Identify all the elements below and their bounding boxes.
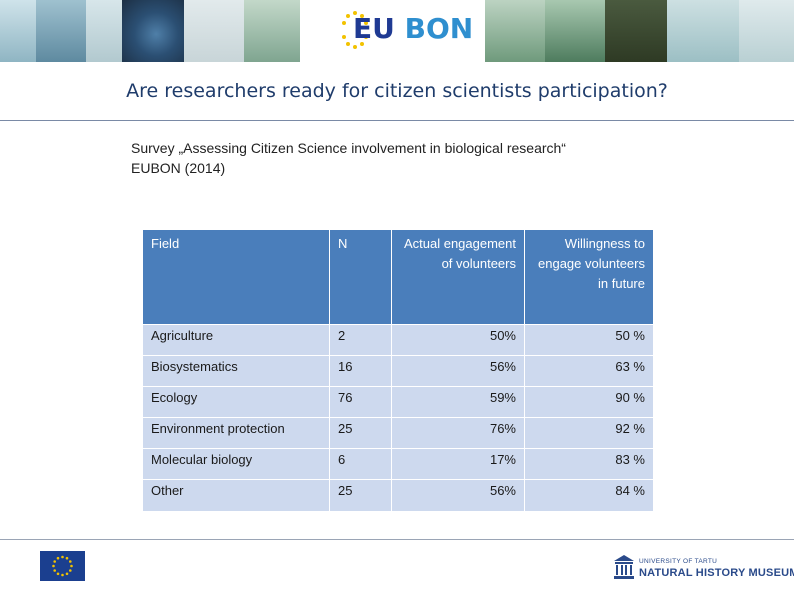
museum-name: NATURAL HISTORY MUSEUM [639,567,794,579]
cell-actual: 59% [391,386,525,418]
cell-field: Agriculture [142,324,330,356]
cell-n: 25 [329,417,392,449]
banner-photo-tile [244,0,300,62]
banner-photo-tile [184,0,244,62]
banner-photo-tile [122,0,184,62]
cell-actual: 50% [391,324,525,356]
cell-actual: 56% [391,479,525,512]
cell-field: Other [142,479,330,512]
header-field: Field [142,229,330,325]
table-row: Ecology 76 59% 90 % [142,386,654,418]
museum-building-icon [614,555,634,579]
cell-willingness: 84 % [524,479,654,512]
table-row: Agriculture 2 50% 50 % [142,324,654,356]
header-actual: Actual engagement of volunteers [391,229,525,325]
logo-bon-text: BON [404,12,474,45]
footer-divider [0,539,794,540]
banner-photo-tile [605,0,667,62]
banner-photo-tile [667,0,739,62]
cell-field: Biosystematics [142,355,330,387]
logo-area [300,0,485,62]
cell-actual: 17% [391,448,525,480]
banner-photo-tile [739,0,794,62]
cell-field: Environment protection [142,417,330,449]
cell-actual: 76% [391,417,525,449]
page-title: Are researchers ready for citizen scient… [126,80,668,102]
header-n: N [329,229,392,325]
eubon-logo: EU BON [353,12,473,45]
table-row: Environment protection 25 76% 92 % [142,417,654,449]
cell-willingness: 90 % [524,386,654,418]
cell-willingness: 63 % [524,355,654,387]
cell-n: 16 [329,355,392,387]
cell-n: 2 [329,324,392,356]
table-row: Molecular biology 6 17% 83 % [142,448,654,480]
banner-photo-tile [86,0,122,62]
banner-photo-tile [0,0,36,62]
eu-flag-icon [40,551,85,581]
title-divider [0,120,794,121]
banner-photo-tile [36,0,86,62]
cell-actual: 56% [391,355,525,387]
cell-n: 25 [329,479,392,512]
subtitle-line-1: Survey „Assessing Citizen Science involv… [131,140,566,156]
banner-photo-tile [545,0,605,62]
cell-field: Ecology [142,386,330,418]
banner-photo-tile [485,0,545,62]
cell-n: 76 [329,386,392,418]
cell-field: Molecular biology [142,448,330,480]
survey-table: Field N Actual engagement of volunteers … [142,229,654,512]
survey-subtitle: Survey „Assessing Citizen Science involv… [131,138,691,178]
table-row: Biosystematics 16 56% 63 % [142,355,654,387]
header-banner: EU BON [0,0,794,62]
header-willingness: Willingness to engage volunteers in futu… [524,229,654,325]
subtitle-line-2: EUBON (2014) [131,160,226,176]
table-header-row: Field N Actual engagement of volunteers … [142,229,654,325]
university-name: UNIVERSITY OF TARTU [639,558,718,565]
cell-willingness: 92 % [524,417,654,449]
cell-willingness: 83 % [524,448,654,480]
cell-willingness: 50 % [524,324,654,356]
table-row: Other 25 56% 84 % [142,479,654,512]
cell-n: 6 [329,448,392,480]
logo-eu-text: EU [353,12,395,45]
eu-stars-icon [342,11,368,49]
